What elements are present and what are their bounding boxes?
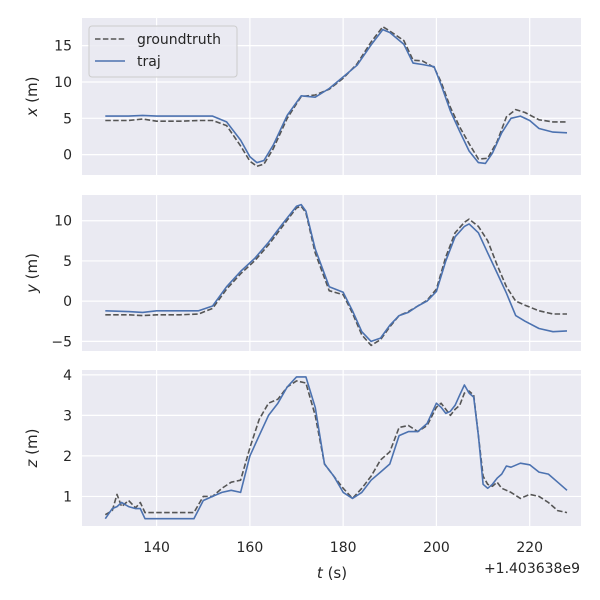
y-axis-label-z: z (m) [23,429,41,469]
y-axis-var-x: x [23,107,41,117]
y-axis-var-z: z [23,458,41,468]
x-tick-label: 180 [330,540,357,556]
subplot-y: −5 0 5 10 y (m) [23,195,581,351]
y-axis-unit-y: (m) [23,253,41,284]
y-tick-label-y: 10 [54,214,72,230]
y-axis-label-y: y (m) [23,253,41,294]
y-tick-label-z: 1 [63,489,72,505]
series-traj-y [105,203,568,343]
y-tick-label-y: −5 [51,334,72,350]
x-axis-var: t [317,564,324,582]
y-tick-label-z: 3 [63,408,72,424]
y-tick-label-x: 15 [54,39,72,55]
x-tick-label: 220 [516,540,543,556]
y-axis-label-x: x (m) [23,77,41,118]
x-axis-label: t (s) [317,564,347,582]
plot-area-z [82,370,581,526]
y-tick-label-x: 0 [63,148,72,164]
y-axis-unit-z: (m) [23,429,41,460]
y-tick-label-y: 5 [63,254,72,270]
y-axis-unit-x: (m) [23,77,41,108]
y-axis-var-y: y [23,283,41,294]
x-tick-label: 140 [143,540,170,556]
series-groundtruth-y [105,205,567,347]
y-tick-label-y: 0 [63,294,72,310]
y-tick-label-z: 2 [63,449,72,465]
series-traj-x [105,28,568,165]
series-groundtruth-x [105,25,567,168]
y-tick-label-x: 10 [54,75,72,91]
legend-box [88,25,238,78]
x-tick-label: 200 [423,540,450,556]
legend: groundtruth traj [88,25,238,78]
subplot-z: 1 2 3 4 z (m) 140 160 180 200 220 [23,368,581,556]
series-groundtruth-z [104,380,568,516]
series-traj-z [104,376,568,520]
y-tick-label-z: 4 [63,368,72,384]
legend-groundtruth-label: groundtruth [137,32,221,48]
y-tick-label-x: 5 [63,111,72,127]
x-tick-label: 160 [237,540,264,556]
x-axis-offset: +1.403638e9 [484,561,580,577]
subplot-x: 0 5 10 15 x (m) [23,18,581,175]
x-axis-unit: (s) [323,564,347,582]
legend-traj-label: traj [137,54,161,70]
